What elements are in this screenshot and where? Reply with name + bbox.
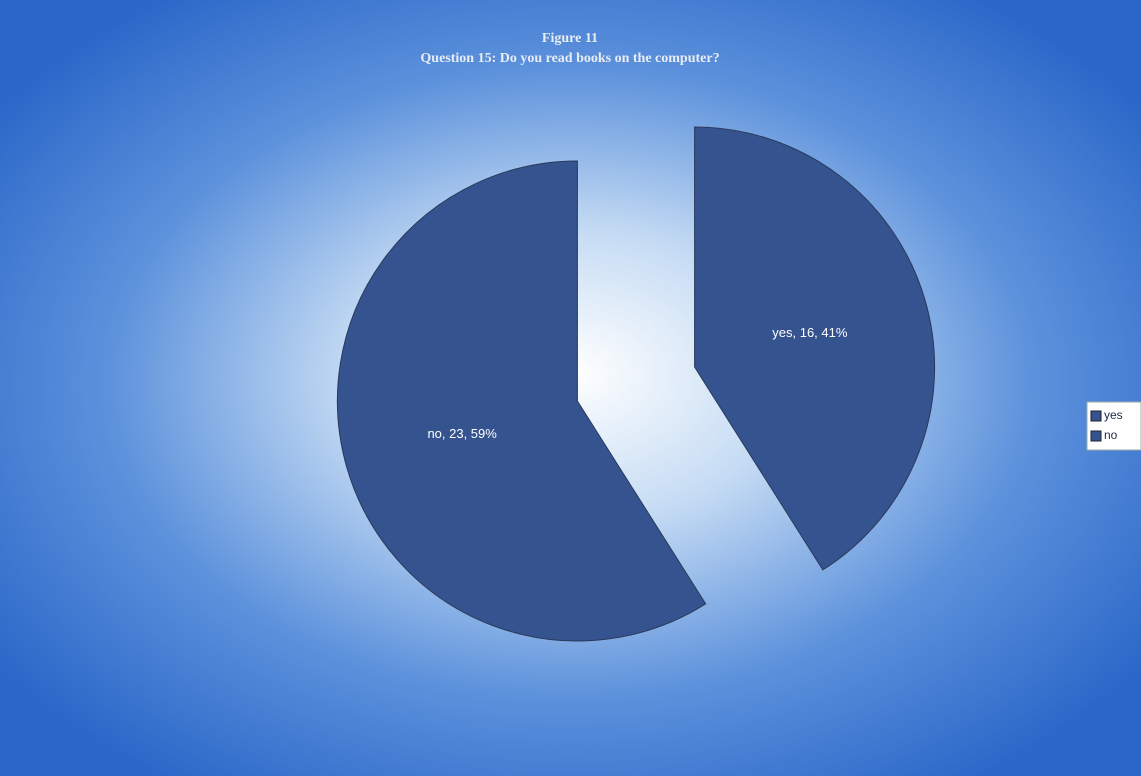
legend-label: no	[1104, 428, 1118, 442]
chart-title: Figure 11	[542, 31, 598, 46]
data-label: yes, 16, 41%	[772, 325, 848, 340]
pie-slice	[694, 126, 936, 571]
chart-subtitle: Question 15: Do you read books on the co…	[420, 51, 719, 66]
legend-box	[1086, 401, 1141, 451]
legend-swatch	[1090, 430, 1102, 442]
legend-label: yes	[1104, 408, 1123, 422]
legend-swatch	[1090, 410, 1102, 422]
data-label: no, 23, 59%	[427, 426, 497, 441]
pie-slice	[336, 160, 707, 642]
